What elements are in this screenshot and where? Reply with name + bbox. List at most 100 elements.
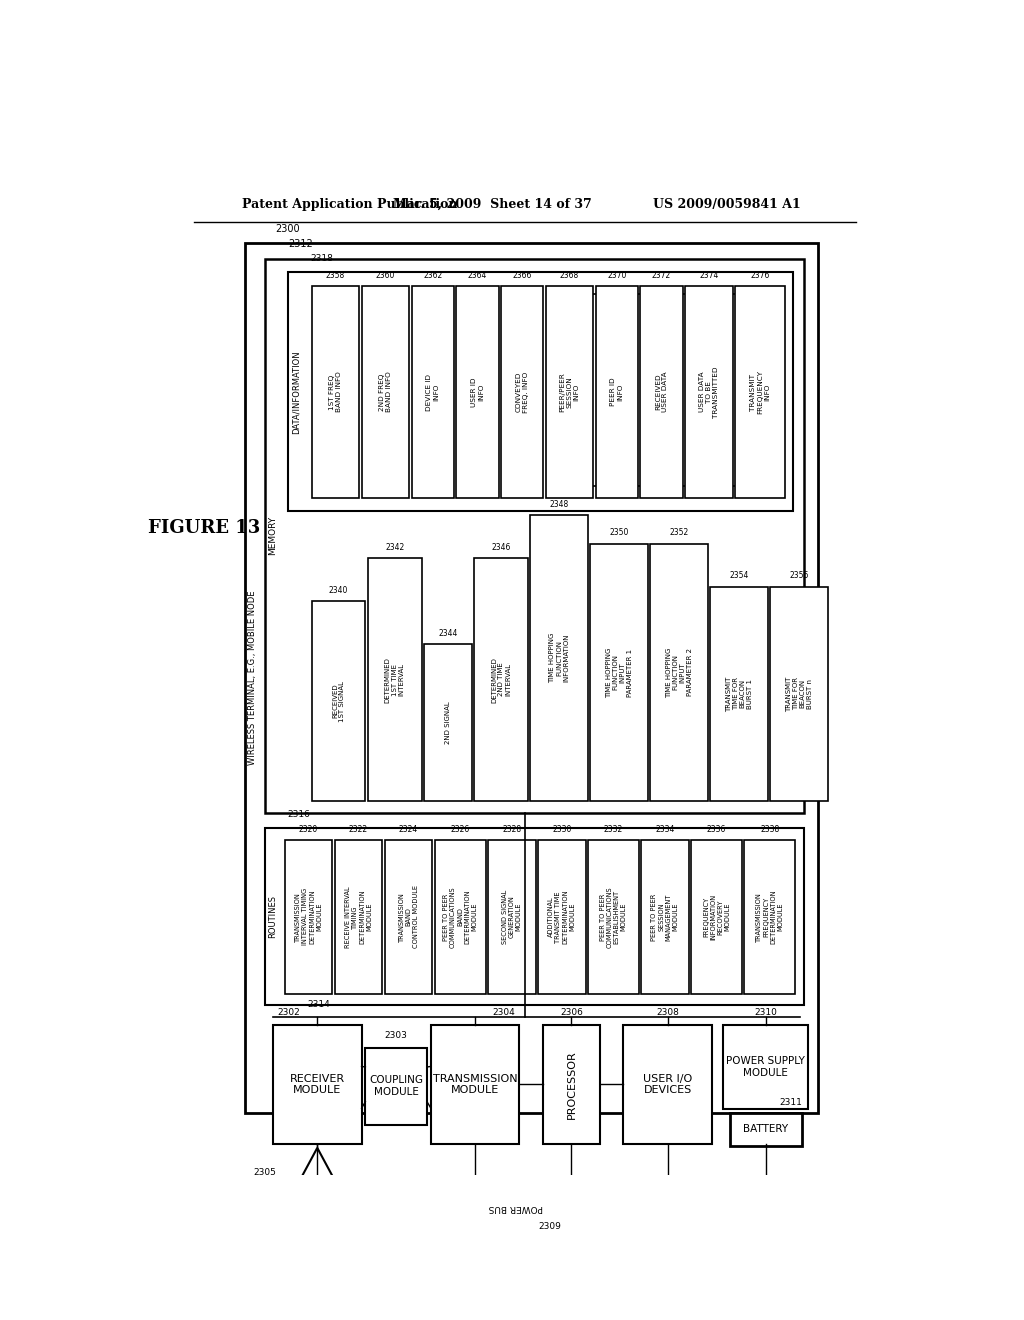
Text: 2352: 2352 — [670, 528, 689, 537]
Bar — [730, 1113, 802, 1146]
Text: US 2009/0059841 A1: US 2009/0059841 A1 — [652, 198, 801, 211]
Text: 2354: 2354 — [729, 572, 749, 581]
Bar — [685, 286, 733, 498]
Text: 2356: 2356 — [790, 572, 809, 581]
Bar — [245, 243, 818, 1113]
Bar — [385, 840, 432, 994]
Text: 2306: 2306 — [560, 1008, 583, 1016]
Text: PEER TO PEER
COMMUNICATIONS
BAND
DETERMINATION
MODULE: PEER TO PEER COMMUNICATIONS BAND DETERMI… — [443, 886, 477, 948]
Text: 2310: 2310 — [755, 1008, 777, 1016]
Bar — [691, 840, 742, 994]
Bar — [735, 286, 785, 498]
Bar — [624, 1024, 712, 1144]
Bar — [724, 1024, 808, 1109]
Bar — [543, 1024, 600, 1144]
Text: POWER BUS: POWER BUS — [488, 1203, 543, 1212]
Bar — [487, 840, 536, 994]
Text: 2360: 2360 — [376, 271, 395, 280]
Text: PEER/PEER
SESSION
INFO: PEER/PEER SESSION INFO — [559, 372, 580, 412]
Bar — [650, 544, 708, 801]
Text: TRANSMIT
TIME FOR
BEACON
BURST n: TRANSMIT TIME FOR BEACON BURST n — [785, 676, 813, 711]
Text: USER DATA
TO BE
TRANSMITTED: USER DATA TO BE TRANSMITTED — [698, 367, 719, 418]
Text: Mar. 5, 2009  Sheet 14 of 37: Mar. 5, 2009 Sheet 14 of 37 — [393, 198, 592, 211]
Text: 2300: 2300 — [275, 224, 300, 234]
Text: FIGURE 13: FIGURE 13 — [147, 519, 260, 537]
Text: 2348: 2348 — [550, 500, 568, 508]
Text: 2311: 2311 — [779, 1098, 802, 1107]
Bar — [770, 586, 828, 801]
Text: TIME HOPPING
FUNCTION
INPUT
PARAMETER 1: TIME HOPPING FUNCTION INPUT PARAMETER 1 — [605, 647, 633, 698]
Bar — [412, 286, 454, 498]
Bar — [273, 1024, 361, 1144]
Bar — [366, 1048, 427, 1125]
Text: TIME HOPPING
FUNCTION
INFORMATION: TIME HOPPING FUNCTION INFORMATION — [549, 634, 569, 684]
Text: 2316: 2316 — [287, 810, 309, 818]
Text: SECOND SIGNAL
GENERATION
MODULE: SECOND SIGNAL GENERATION MODULE — [502, 890, 521, 944]
Text: 2364: 2364 — [468, 271, 487, 280]
Bar — [289, 272, 793, 511]
Text: 2372: 2372 — [652, 271, 671, 280]
Text: 2328: 2328 — [502, 825, 521, 834]
Bar — [285, 840, 333, 994]
Bar — [424, 644, 472, 801]
Text: USER I/O
DEVICES: USER I/O DEVICES — [643, 1073, 692, 1096]
Bar — [590, 544, 648, 801]
Text: 2304: 2304 — [493, 1008, 515, 1016]
Text: 2312: 2312 — [289, 239, 313, 249]
Text: TRANSMISSION
MODULE: TRANSMISSION MODULE — [433, 1073, 517, 1096]
Text: 2358: 2358 — [326, 271, 345, 280]
Bar — [368, 558, 422, 801]
Text: RECEIVED
1ST SIGNAL: RECEIVED 1ST SIGNAL — [332, 681, 345, 722]
Bar — [538, 840, 586, 994]
Bar — [311, 601, 366, 801]
Text: ADDITIONAL
TRANSMIT TIME
DETERMINATION
MODULE: ADDITIONAL TRANSMIT TIME DETERMINATION M… — [548, 890, 575, 944]
Text: 2309: 2309 — [539, 1222, 561, 1230]
Text: MEMORY: MEMORY — [268, 516, 278, 556]
Text: 2308: 2308 — [656, 1008, 679, 1016]
Bar — [588, 840, 639, 994]
Bar — [744, 840, 795, 994]
Text: 2340: 2340 — [329, 586, 348, 595]
Text: 2320: 2320 — [299, 825, 318, 834]
Text: 2303: 2303 — [385, 1031, 408, 1040]
Text: 2305: 2305 — [254, 1168, 276, 1177]
Text: 2350: 2350 — [609, 528, 629, 537]
Text: PEER TO PEER
COMMUNICATIONS
ESTABLISHMENT
MODULE: PEER TO PEER COMMUNICATIONS ESTABLISHMEN… — [600, 886, 627, 948]
Bar — [265, 829, 804, 1006]
Text: BATTERY: BATTERY — [743, 1125, 788, 1134]
Text: 2346: 2346 — [492, 543, 511, 552]
Bar — [530, 515, 588, 801]
Bar — [640, 286, 683, 498]
Text: PEER TO PEER
SESSION
MANAGEMENT
MODULE: PEER TO PEER SESSION MANAGEMENT MODULE — [651, 894, 679, 941]
Text: 2374: 2374 — [699, 271, 719, 280]
Text: 2344: 2344 — [438, 628, 458, 638]
Text: 2376: 2376 — [751, 271, 770, 280]
Bar — [361, 286, 410, 498]
Bar — [435, 840, 485, 994]
Text: TRANSMIT
TIME FOR
BEACON
BURST 1: TRANSMIT TIME FOR BEACON BURST 1 — [726, 676, 753, 711]
Text: CONVEYED
FREQ. INFO: CONVEYED FREQ. INFO — [516, 371, 528, 413]
Bar — [554, 294, 741, 487]
Text: TRANSMISSION
FREQUENCY
DETERMINATION
MODULE: TRANSMISSION FREQUENCY DETERMINATION MOD… — [756, 890, 783, 944]
Text: 2336: 2336 — [707, 825, 726, 834]
Text: 2338: 2338 — [760, 825, 779, 834]
Text: 2330: 2330 — [552, 825, 571, 834]
Text: 2314: 2314 — [307, 1001, 331, 1010]
Text: 2302: 2302 — [276, 1008, 300, 1016]
Bar — [546, 286, 593, 498]
Text: 2324: 2324 — [399, 825, 418, 834]
Text: 2370: 2370 — [607, 271, 627, 280]
Text: RECEIVED
USER DATA: RECEIVED USER DATA — [655, 372, 668, 412]
Text: PROCESSOR: PROCESSOR — [566, 1049, 577, 1118]
Text: FREQUENCY
INFORMATION
RECOVERY
MODULE: FREQUENCY INFORMATION RECOVERY MODULE — [703, 894, 730, 940]
Bar — [474, 558, 528, 801]
Text: USER ID
INFO: USER ID INFO — [471, 378, 484, 407]
Text: TIME HOPPING
FUNCTION
INPUT
PARAMETER 2: TIME HOPPING FUNCTION INPUT PARAMETER 2 — [666, 647, 692, 698]
Text: RECEIVER
MODULE: RECEIVER MODULE — [290, 1073, 345, 1096]
Text: TRANSMISSION
BAND
CONTROL MODULE: TRANSMISSION BAND CONTROL MODULE — [398, 886, 419, 948]
Bar — [265, 259, 804, 813]
Text: 2362: 2362 — [423, 271, 442, 280]
Bar — [596, 286, 638, 498]
Text: 1ST FREQ
BAND INFO: 1ST FREQ BAND INFO — [329, 372, 342, 412]
Text: 2366: 2366 — [512, 271, 531, 280]
